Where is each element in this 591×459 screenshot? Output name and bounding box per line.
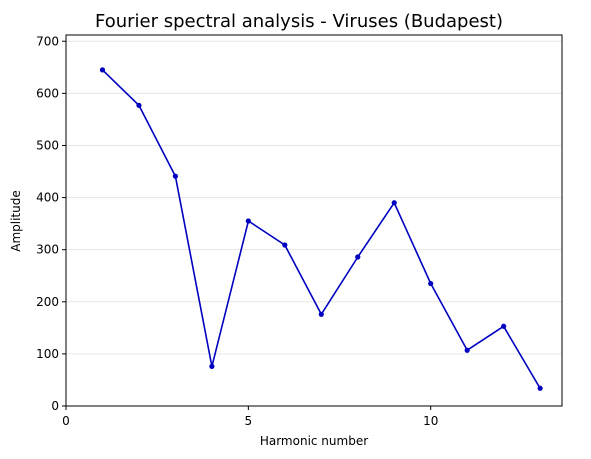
y-tick-label: 0 — [51, 399, 59, 413]
data-point — [355, 254, 360, 259]
grid — [66, 41, 562, 354]
series-line — [103, 70, 541, 388]
data-point — [428, 281, 433, 286]
data-point — [100, 67, 105, 72]
plot-frame — [66, 35, 562, 406]
data-point — [319, 312, 324, 317]
data-point — [246, 218, 251, 223]
y-tick-label: 600 — [36, 86, 59, 100]
data-point — [392, 200, 397, 205]
data-point — [501, 324, 506, 329]
x-tick-label: 0 — [62, 414, 70, 428]
x-tick-label: 10 — [423, 414, 438, 428]
data-point — [538, 386, 543, 391]
chart-title: Fourier spectral analysis - Viruses (Bud… — [95, 11, 503, 32]
data-point — [282, 242, 287, 247]
y-tick-label: 400 — [36, 191, 59, 205]
data-point — [173, 174, 178, 179]
y-axis-label: Amplitude — [9, 190, 23, 252]
y-axis-ticks: 0 100 200 300 400 500 600 700 — [36, 34, 66, 413]
y-tick-label: 100 — [36, 347, 59, 361]
y-tick-label: 300 — [36, 243, 59, 257]
series-layer — [100, 67, 543, 391]
y-tick-label: 500 — [36, 138, 59, 152]
data-point — [136, 103, 141, 108]
x-axis-label: Harmonic number — [260, 434, 368, 448]
x-tick-label: 5 — [245, 414, 253, 428]
x-axis-ticks: 0 5 10 — [62, 406, 438, 428]
data-point — [465, 348, 470, 353]
y-tick-label: 200 — [36, 295, 59, 309]
y-tick-label: 700 — [36, 34, 59, 48]
data-point — [209, 364, 214, 369]
